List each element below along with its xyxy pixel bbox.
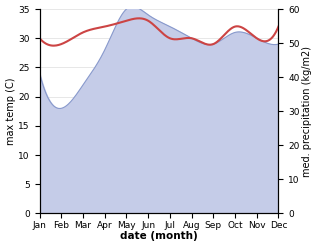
Y-axis label: max temp (C): max temp (C) [5, 78, 16, 145]
Y-axis label: med. precipitation (kg/m2): med. precipitation (kg/m2) [302, 46, 313, 177]
X-axis label: date (month): date (month) [120, 231, 198, 242]
